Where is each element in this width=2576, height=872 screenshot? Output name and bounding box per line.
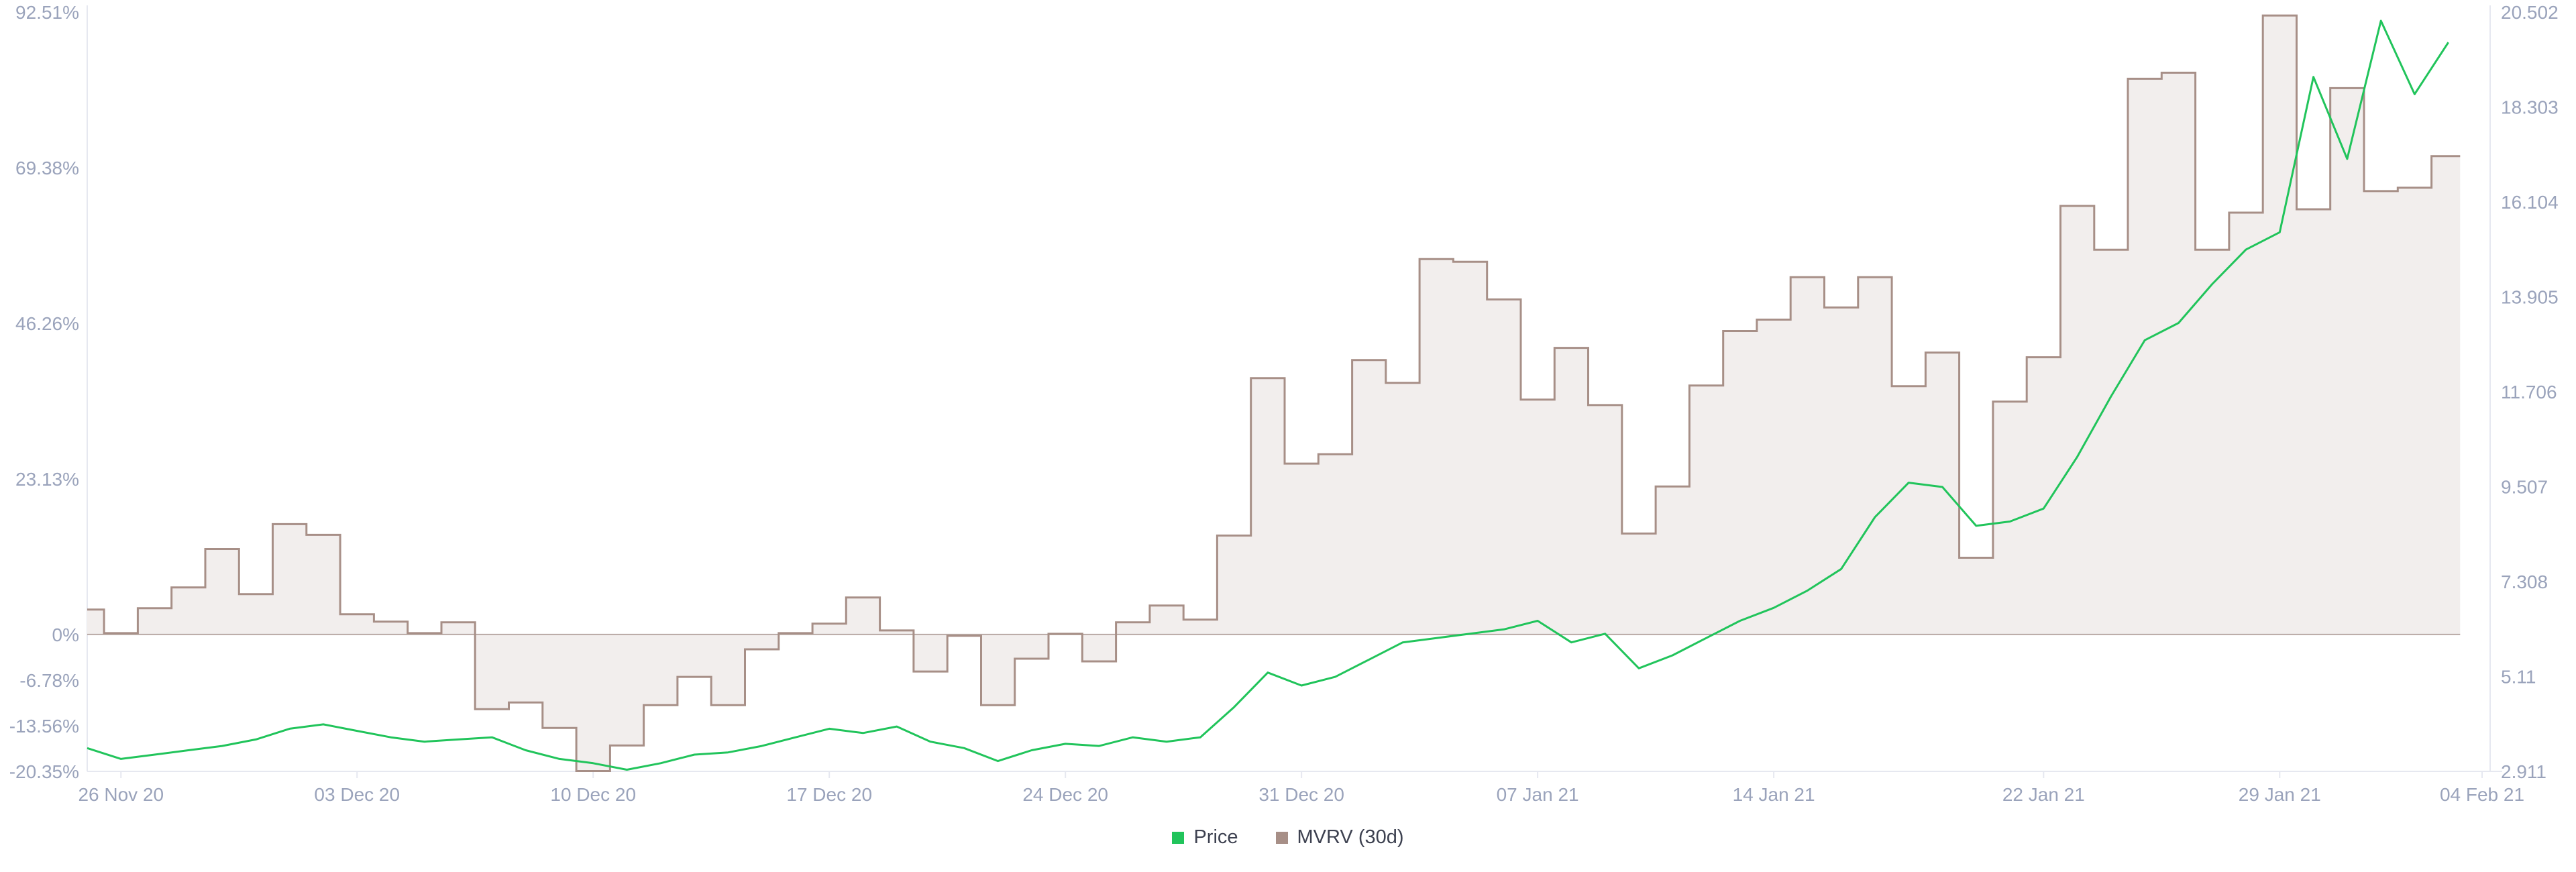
legend-label-price: Price	[1193, 826, 1238, 848]
x-tick-label: 03 Dec 20	[314, 784, 400, 805]
left-tick-label: -13.56%	[9, 716, 79, 737]
chart-axes	[87, 5, 2502, 778]
left-tick-label: -20.35%	[9, 761, 79, 782]
series-lines-layer	[87, 14, 2461, 772]
left-tick-label: 92.51%	[15, 2, 79, 23]
x-tick-label: 04 Feb 21	[2440, 784, 2524, 805]
left-tick-label: 69.38%	[15, 158, 79, 178]
legend-item-price[interactable]: Price	[1172, 826, 1238, 849]
mvrv-area-fill	[87, 15, 2461, 771]
right-tick-label: 13.905	[2501, 287, 2559, 308]
right-tick-label: 7.308	[2501, 571, 2548, 592]
right-tick-label: 16.104	[2501, 192, 2559, 213]
right-tick-label: 18.303	[2501, 97, 2559, 118]
right-tick-label: 20.502	[2501, 2, 2559, 23]
legend: Price MVRV (30d)	[0, 826, 2576, 849]
right-tick-label: 5.11	[2501, 666, 2536, 687]
legend-swatch-price	[1172, 831, 1185, 844]
left-tick-label: 46.26%	[15, 313, 79, 334]
x-tick-label: 26 Nov 20	[78, 784, 164, 805]
left-tick-label: 0%	[52, 624, 79, 645]
x-tick-label: 14 Jan 21	[1733, 784, 1815, 805]
price-series-line	[87, 19, 2449, 771]
right-tick-label: 9.507	[2501, 477, 2548, 498]
x-tick-label: 29 Jan 21	[2239, 784, 2321, 805]
x-tick-label: 17 Dec 20	[786, 784, 872, 805]
tick-labels-layer: 92.51% 69.38% 46.26% 23.13% 0% -6.78% -13.56% -…	[9, 2, 2559, 805]
mvrv-series-line	[87, 14, 2461, 772]
right-tick-label: 2.911	[2501, 761, 2546, 782]
x-tick-label: 10 Dec 20	[550, 784, 636, 805]
mvrv-area-layer	[87, 15, 2461, 771]
right-tick-label: 11.706	[2501, 382, 2557, 402]
x-tick-label: 22 Jan 21	[2002, 784, 2085, 805]
legend-item-mvrv[interactable]: MVRV (30d)	[1275, 826, 1404, 849]
left-tick-label: 23.13%	[15, 469, 79, 490]
x-tick-label: 31 Dec 20	[1258, 784, 1344, 805]
x-tick-label: 07 Jan 21	[1497, 784, 1579, 805]
legend-label-mvrv: MVRV (30d)	[1297, 826, 1404, 848]
legend-swatch-mvrv	[1275, 831, 1288, 844]
left-tick-label: -6.78%	[19, 670, 79, 691]
x-tick-label: 24 Dec 20	[1022, 784, 1108, 805]
